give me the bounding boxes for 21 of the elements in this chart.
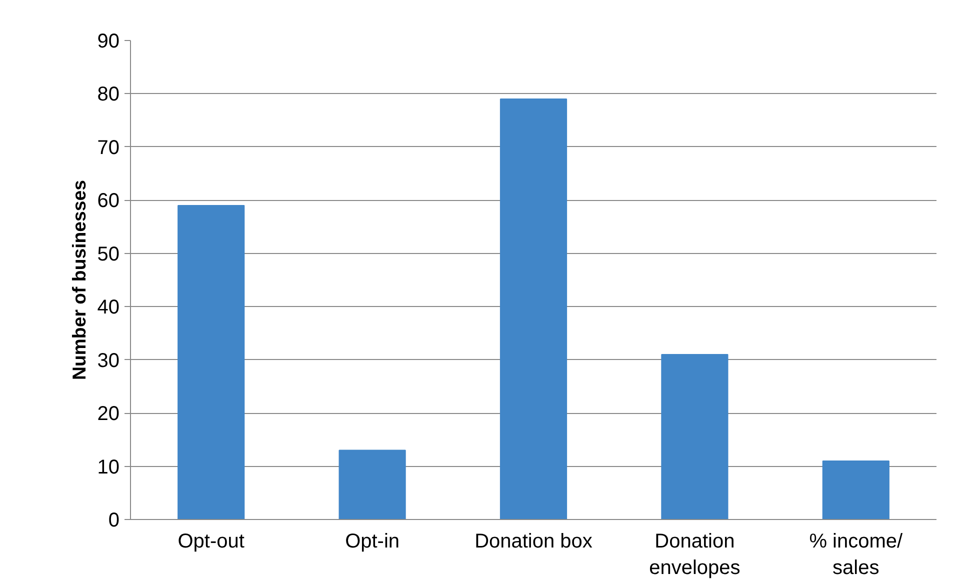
y-tick-label: 20 (97, 403, 120, 426)
bar (661, 354, 728, 520)
y-tick-label: 0 (108, 510, 120, 532)
y-tick-label: 60 (97, 190, 120, 212)
y-tick-label: 50 (97, 243, 120, 266)
y-tick-label: 80 (97, 84, 120, 106)
x-tick-label: Donation box (474, 530, 592, 552)
bar (338, 450, 406, 520)
bar (178, 204, 245, 520)
x-tick-label: % income/ sales (809, 530, 904, 579)
x-tick-label: Donation envelopes (649, 530, 740, 579)
y-tick-label: 70 (97, 136, 120, 159)
x-tick-label: Opt-out (178, 530, 245, 552)
bar (500, 98, 568, 520)
x-tick-label: Opt-in (345, 530, 400, 552)
y-tick-label: 10 (97, 456, 120, 478)
y-tick-label: 90 (97, 30, 120, 52)
bar (822, 460, 890, 520)
y-tick-label: 40 (97, 296, 120, 319)
y-tick-label: 30 (97, 350, 120, 372)
y-axis-title: Number of businesses (68, 180, 90, 380)
